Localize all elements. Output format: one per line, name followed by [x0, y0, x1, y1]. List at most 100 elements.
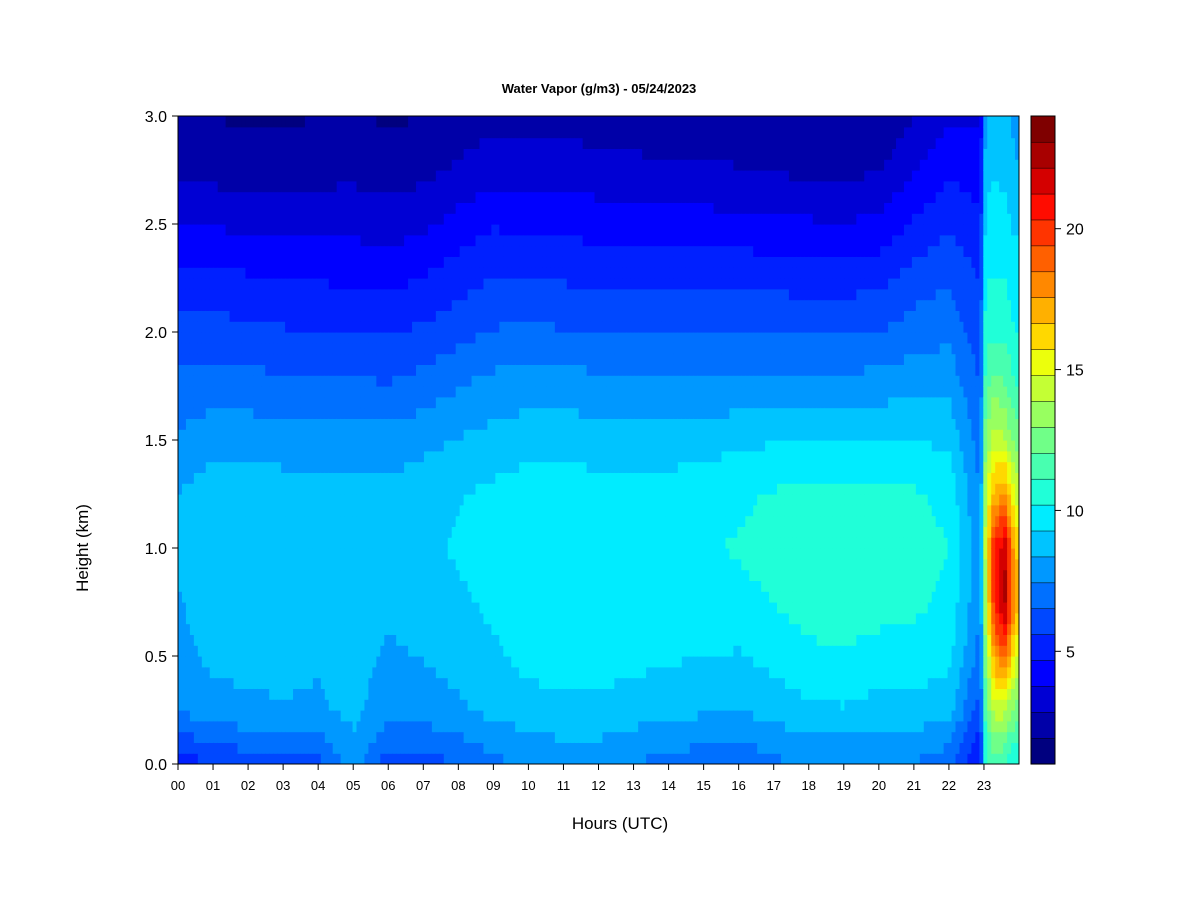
heatmap-cell — [487, 623, 492, 635]
heatmap-cell — [277, 558, 282, 571]
heatmap-cell — [416, 526, 421, 538]
heatmap-cell — [261, 310, 266, 322]
heatmap-cell — [312, 299, 318, 311]
heatmap-cell — [431, 688, 437, 700]
heatmap-cell — [384, 407, 389, 419]
heatmap-cell — [328, 234, 334, 247]
heatmap-cell — [427, 299, 433, 311]
heatmap-cell — [257, 148, 262, 160]
heatmap-cell — [384, 450, 389, 463]
heatmap-cell — [293, 548, 298, 560]
heatmap-cell — [487, 710, 492, 722]
heatmap-cell — [400, 191, 405, 203]
heatmap-cell — [225, 688, 231, 700]
heatmap-cell — [451, 159, 457, 171]
heatmap-cell — [237, 396, 243, 409]
heatmap-cell — [491, 515, 496, 527]
heatmap-cell — [233, 364, 239, 376]
heatmap-cell — [312, 191, 318, 203]
heatmap-cell — [336, 666, 342, 679]
heatmap-cell — [178, 213, 183, 225]
heatmap-cell — [368, 440, 373, 452]
heatmap-cell — [364, 742, 370, 754]
heatmap-cell — [487, 126, 492, 139]
heatmap-cell — [455, 526, 461, 538]
heatmap-cell — [336, 353, 342, 365]
heatmap-cell — [336, 591, 342, 603]
heatmap-cell — [257, 569, 262, 581]
heatmap-cell — [229, 418, 235, 430]
heatmap-cell — [320, 364, 326, 376]
heatmap-cell — [253, 526, 258, 538]
heatmap-cell — [455, 375, 461, 387]
heatmap-cell — [237, 418, 243, 430]
heatmap-cell — [217, 677, 223, 689]
heatmap-cell — [412, 602, 417, 614]
heatmap-cell — [316, 353, 322, 365]
heatmap-cell — [451, 494, 457, 506]
heatmap-cell — [178, 515, 183, 527]
heatmap-cell — [384, 332, 389, 344]
heatmap-cell — [320, 483, 326, 495]
heatmap-cell — [281, 364, 286, 376]
heatmap-cell — [205, 612, 211, 625]
heatmap-cell — [356, 580, 362, 592]
heatmap-cell — [419, 569, 425, 581]
heatmap-cell — [467, 753, 473, 764]
heatmap-cell — [435, 364, 441, 376]
heatmap-cell — [455, 699, 461, 711]
heatmap-cell — [209, 450, 215, 463]
heatmap-cell — [253, 623, 258, 635]
heatmap-cell — [471, 332, 477, 344]
heatmap-cell — [408, 202, 413, 214]
heatmap-cell — [443, 245, 449, 257]
heatmap-cell — [261, 494, 266, 506]
heatmap-cell — [253, 137, 258, 149]
heatmap-cell — [281, 504, 286, 517]
heatmap-cell — [201, 299, 207, 311]
heatmap-cell — [312, 526, 318, 538]
heatmap-cell — [245, 278, 251, 290]
heatmap-cell — [368, 656, 373, 668]
heatmap-cell — [297, 407, 302, 419]
heatmap-cell — [352, 126, 358, 139]
heatmap-cell — [312, 483, 318, 495]
heatmap-cell — [229, 342, 235, 355]
heatmap-cell — [419, 461, 425, 473]
heatmap-cell — [463, 353, 469, 365]
heatmap-cell — [320, 461, 326, 473]
heatmap-cell — [213, 526, 219, 538]
heatmap-cell — [241, 558, 247, 571]
heatmap-cell — [217, 688, 223, 700]
heatmap-cell — [475, 602, 481, 614]
heatmap-cell — [423, 245, 429, 257]
heatmap-cell — [320, 170, 326, 182]
heatmap-cell — [297, 278, 302, 290]
heatmap-cell — [388, 537, 393, 549]
heatmap-cell — [308, 332, 314, 344]
heatmap-cell — [392, 569, 397, 581]
heatmap-cell — [185, 224, 191, 236]
heatmap-cell — [392, 494, 397, 506]
heatmap-cell — [447, 299, 453, 311]
heatmap-cell — [435, 418, 441, 430]
heatmap-cell — [491, 126, 496, 139]
heatmap-cell — [475, 666, 481, 679]
heatmap-cell — [249, 429, 254, 441]
heatmap-cell — [416, 656, 421, 668]
heatmap-cell — [312, 310, 318, 322]
heatmap-cell — [443, 537, 449, 549]
heatmap-cell — [451, 472, 457, 484]
heatmap-cell — [427, 494, 433, 506]
heatmap-cell — [336, 688, 342, 700]
heatmap-cell — [400, 126, 405, 139]
heatmap-cell — [360, 148, 366, 160]
heatmap-cell — [392, 612, 397, 625]
heatmap-cell — [380, 364, 385, 376]
heatmap-cell — [281, 299, 286, 311]
heatmap-cell — [408, 191, 413, 203]
heatmap-cell — [344, 731, 350, 743]
heatmap-cell — [336, 170, 342, 182]
heatmap-cell — [404, 623, 409, 635]
heatmap-cell — [491, 321, 496, 333]
